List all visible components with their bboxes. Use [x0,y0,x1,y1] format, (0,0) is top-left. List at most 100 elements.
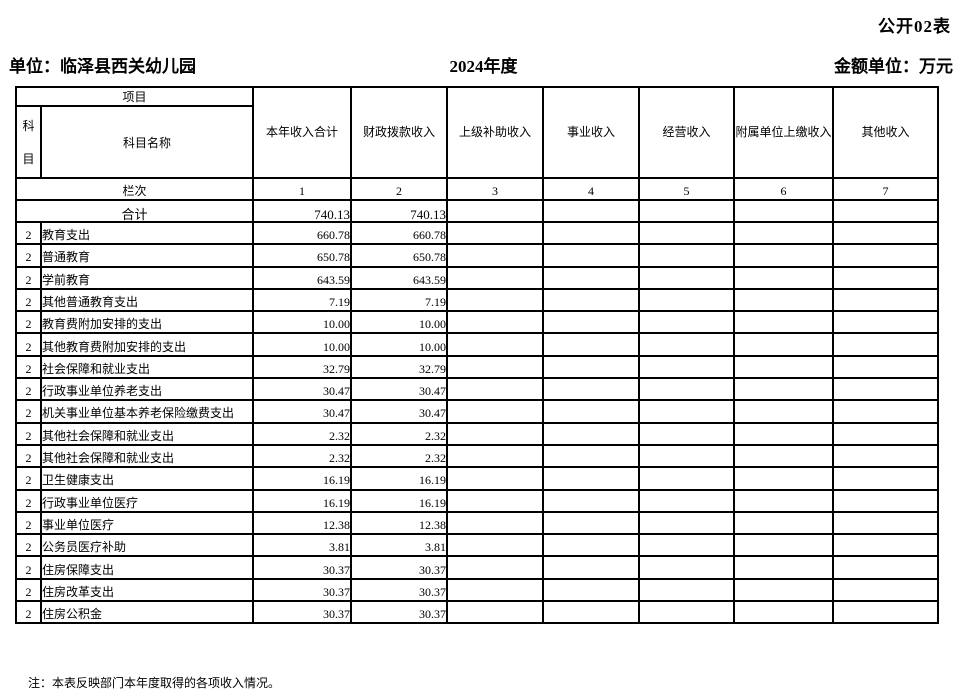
subject-name-cell: 社会保障和就业支出 [39,354,255,380]
value-cell-col7 [832,243,940,268]
subject-code-cell: 2 [15,488,42,513]
value-cell-col4 [542,488,641,513]
subject-code-cell: 2 [15,332,42,357]
table-row: 2 住房公积金 30.37 30.37 [15,600,940,625]
table-row: 2 其他社会保障和就业支出 2.32 2.32 [15,443,940,469]
table-row: 2 公务员医疗补助 3.81 3.81 [15,533,940,558]
value-cell-col5 [638,421,736,446]
subject-name-cell: 教育费附加安排的支出 [39,310,255,335]
value-cell-col2: 10.00 [350,310,449,335]
value-cell-col1: 650.78 [252,243,353,268]
column-header-fiscal-appropriation: 财政拨款收入 [350,86,449,179]
value-cell-col5 [638,443,736,469]
subject-code-cell: 2 [15,600,42,625]
value-cell-col5 [638,377,736,402]
value-cell-col2: 660.78 [350,220,449,246]
value-cell-col7 [832,421,940,446]
value-cell-col4 [542,421,641,446]
table-row: 2 学前教育 643.59 643.59 [15,265,940,290]
value-cell-col1: 30.47 [252,377,353,402]
value-cell-col7 [832,310,940,335]
value-cell-col5 [638,220,736,246]
value-cell-col6 [733,533,835,558]
value-cell-col3 [446,377,545,402]
value-cell-col5 [638,310,736,335]
value-cell-col6 [733,220,835,246]
column-header-business-income: 事业收入 [542,86,641,179]
value-cell-col4 [542,510,641,536]
value-cell-col4 [542,243,641,268]
subject-code-cell: 2 [15,220,42,246]
subject-code-char-bottom: 目 [22,152,35,166]
subject-code-cell: 2 [15,421,42,446]
subject-code-cell: 2 [15,377,42,402]
value-cell-col2: 16.19 [350,488,449,513]
value-cell-col1: 30.37 [252,600,353,625]
value-cell-col3 [446,533,545,558]
value-cell-col7 [832,265,940,290]
subject-code-cell: 2 [15,265,42,290]
value-cell-col5 [638,287,736,313]
value-cell-col4 [542,555,641,580]
value-cell-col4 [542,310,641,335]
value-cell-col4 [542,220,641,246]
value-cell-col2: 30.37 [350,555,449,580]
subject-name-header-cell: 科目名称 [39,105,255,179]
value-cell-col1: 3.81 [252,533,353,558]
column-header-affiliated-remitted: 附属单位上缴收入 [733,86,835,179]
value-cell-col5 [638,600,736,625]
table-row: 2 住房保障支出 30.37 30.37 [15,555,940,580]
table-row: 2 教育支出 660.78 660.78 [15,220,940,246]
value-cell-col5 [638,243,736,268]
subject-name-cell: 其他社会保障和就业支出 [39,421,255,446]
value-cell-col6 [733,332,835,357]
value-cell-col1: 660.78 [252,220,353,246]
column-header-other-income: 其他收入 [832,86,940,179]
value-cell-col6 [733,310,835,335]
value-cell-col1: 643.59 [252,265,353,290]
footnote: 注：本表反映部门本年度取得的各项收入情况。 [28,676,281,690]
value-cell-col5 [638,577,736,603]
value-cell-col3 [446,443,545,469]
total-value-cell: 740.13 [252,199,353,223]
value-cell-col3 [446,466,545,491]
value-cell-col6 [733,354,835,380]
value-cell-col5 [638,354,736,380]
value-cell-col7 [832,600,940,625]
value-cell-col1: 30.47 [252,399,353,424]
value-cell-col7 [832,488,940,513]
subject-code-cell: 2 [15,533,42,558]
table-row: 2 其他社会保障和就业支出 2.32 2.32 [15,421,940,446]
value-cell-col2: 2.32 [350,421,449,446]
subject-name-cell: 行政事业单位医疗 [39,488,255,513]
value-cell-col2: 16.19 [350,466,449,491]
value-cell-col7 [832,555,940,580]
value-cell-col2: 650.78 [350,243,449,268]
value-cell-col2: 12.38 [350,510,449,536]
column-header-operating-income: 经营收入 [638,86,736,179]
value-cell-col3 [446,577,545,603]
value-cell-col1: 7.19 [252,287,353,313]
value-cell-col3 [446,399,545,424]
subject-name-cell: 卫生健康支出 [39,466,255,491]
value-cell-col5 [638,332,736,357]
value-cell-col6 [733,287,835,313]
value-cell-col6 [733,488,835,513]
subject-name-cell: 行政事业单位养老支出 [39,377,255,402]
value-cell-col4 [542,354,641,380]
table-row: 2 普通教育 650.78 650.78 [15,243,940,268]
table-row: 2 其他教育费附加安排的支出 10.00 10.00 [15,332,940,357]
column-index-4: 4 [542,177,641,201]
value-cell-col2: 7.19 [350,287,449,313]
unit-name-label: 单位：临泽县西关幼儿园 [9,57,196,76]
subject-name-cell: 普通教育 [39,243,255,268]
value-cell-col3 [446,421,545,446]
value-cell-col3 [446,600,545,625]
value-cell-col3 [446,510,545,536]
column-index-6: 6 [733,177,835,201]
column-index-2: 2 [350,177,449,201]
total-value-cell [638,199,736,223]
total-value-cell [542,199,641,223]
value-cell-col1: 10.00 [252,332,353,357]
value-cell-col3 [446,265,545,290]
